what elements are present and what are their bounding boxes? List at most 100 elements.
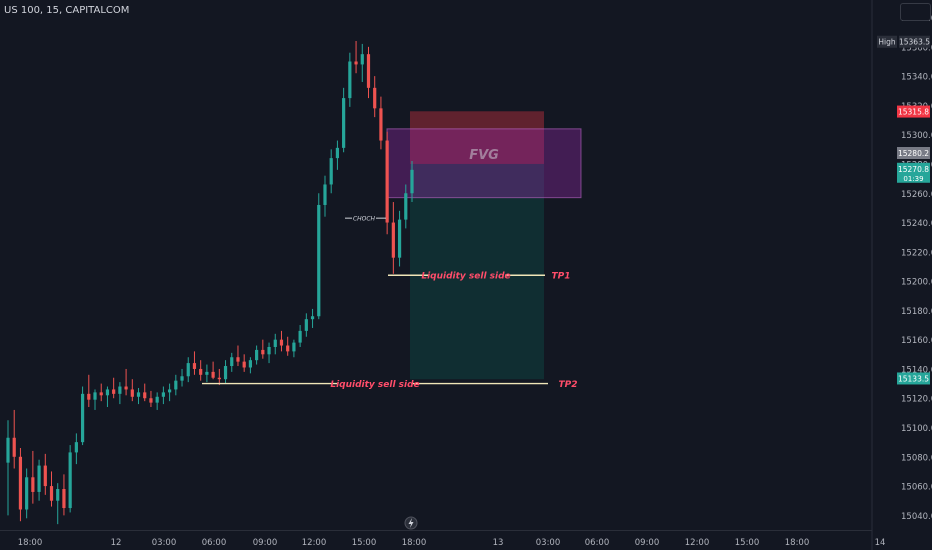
candle-body	[143, 392, 147, 399]
candle-body	[87, 393, 91, 400]
x-tick-label: 06:00	[202, 538, 227, 548]
price-tag	[897, 146, 930, 159]
candle-body	[292, 342, 296, 352]
candle-body	[205, 371, 209, 375]
tp1-label: TP1	[552, 272, 571, 282]
candle-body	[379, 108, 383, 141]
x-tick-label: 14	[875, 538, 886, 548]
price-tag-text: 15280.2	[898, 149, 929, 158]
candle-body	[12, 437, 16, 457]
y-tick-label: 15240.0	[901, 219, 932, 229]
candle-body	[261, 349, 265, 355]
candle-body	[348, 61, 352, 99]
candle-body	[99, 392, 103, 396]
take-profit-zone	[410, 163, 544, 380]
candle-body	[391, 222, 395, 258]
y-tick-label: 15300.0	[901, 131, 932, 141]
candle-body	[174, 380, 178, 390]
candle-body	[199, 368, 203, 375]
candle-body	[192, 363, 197, 369]
price-tag-text: 15363.5	[899, 38, 930, 47]
price-tag-text: 15315.8	[898, 108, 929, 117]
candle-body	[317, 204, 321, 317]
candle-body	[223, 366, 228, 380]
y-tick-label: 15340.0	[901, 73, 932, 83]
candle-body	[112, 389, 116, 394]
chart-settings-button[interactable]	[900, 3, 931, 21]
candle-body	[329, 158, 333, 185]
y-tick-label: 15260.0	[901, 190, 932, 200]
candle-body	[335, 147, 340, 159]
candle-body	[155, 396, 159, 403]
price-tag	[897, 372, 930, 385]
candle-body	[62, 489, 66, 509]
candle-body	[236, 357, 240, 362]
candle-body	[310, 316, 315, 320]
x-tick-label: 18:00	[402, 538, 427, 548]
fvg-zone	[386, 128, 582, 199]
candle-body	[6, 437, 10, 463]
candle-body	[323, 184, 327, 205]
candle-body	[74, 442, 78, 453]
candle-body	[56, 489, 60, 501]
y-tick-label: 15060.0	[901, 483, 932, 493]
candle-body	[168, 389, 172, 393]
y-tick-label: 15140.0	[901, 365, 932, 375]
y-tick-label: 15120.0	[901, 395, 932, 405]
candle-body	[354, 61, 358, 65]
lightning-icon-glyph	[408, 518, 414, 528]
y-tick-label: 15160.0	[901, 336, 932, 346]
y-tick-label: 15180.0	[901, 307, 932, 317]
tp2-label: TP2	[559, 380, 578, 390]
candle-body	[18, 456, 23, 510]
candle-body	[373, 87, 377, 109]
x-tick-label: 06:00	[585, 538, 610, 548]
x-tick-label: 03:00	[536, 538, 561, 548]
candle-body	[230, 357, 234, 367]
candle-body	[397, 219, 402, 258]
x-tick-label: 15:00	[735, 538, 760, 548]
candle-body	[68, 452, 72, 509]
price-tag	[899, 35, 930, 48]
price-tag-text: 15270.8	[898, 165, 929, 174]
candle-body	[49, 486, 54, 501]
x-tick-label: 12:00	[302, 538, 327, 548]
candle-body	[286, 345, 290, 352]
candle-body	[366, 54, 371, 88]
price-tag	[897, 162, 930, 183]
candle-body	[136, 392, 141, 397]
x-tick-label: 18:00	[18, 538, 43, 548]
y-tick-label: 15080.0	[901, 453, 932, 463]
candle-body	[93, 392, 97, 400]
candle-body	[31, 477, 35, 492]
liquidity-label-1: Liquidity sell side	[421, 272, 510, 282]
candle-body	[242, 361, 246, 368]
candle-body	[410, 169, 414, 194]
high-tag-text: High	[878, 38, 895, 47]
countdown-text: 01:39	[903, 175, 923, 183]
candle-body	[404, 193, 408, 220]
choch-label: CHOCH	[353, 216, 376, 223]
candle-body	[385, 140, 389, 223]
fvg-label: FVG	[469, 148, 499, 163]
x-tick-label: 18:00	[785, 538, 810, 548]
candle-body	[211, 371, 215, 378]
stop-loss-zone	[410, 111, 544, 164]
candle-body	[273, 339, 277, 347]
candle-body	[186, 363, 190, 377]
candle-body	[37, 465, 41, 492]
candle-body	[105, 389, 110, 396]
y-tick-label: 15220.0	[901, 248, 932, 258]
candle-body	[43, 465, 47, 487]
price-tag-text: 15133.5	[898, 374, 929, 383]
candle-body	[255, 349, 259, 361]
x-tick-label: 03:00	[152, 538, 177, 548]
candle-body	[161, 392, 165, 397]
x-tick-label: 15:00	[352, 538, 377, 548]
y-tick-label: 15100.0	[901, 424, 932, 434]
candle-body	[360, 54, 364, 65]
candle-body	[298, 330, 302, 343]
candle-body	[25, 477, 29, 510]
